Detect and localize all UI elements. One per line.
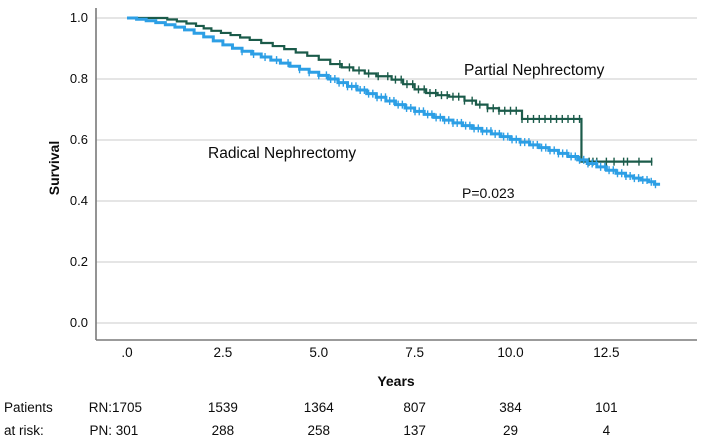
partial-nephrectomy-label: Partial Nephrectomy <box>464 62 605 79</box>
y-axis-title: Survival <box>46 140 62 196</box>
x-tick-label: 10.0 <box>497 345 524 360</box>
risk-count: 288 <box>211 423 235 438</box>
x-tick-label: .0 <box>121 345 133 360</box>
x-tick-label: 2.5 <box>213 345 233 360</box>
risk-count: 1705 <box>111 400 143 415</box>
risk-count: 137 <box>403 423 426 438</box>
risk-count: 1364 <box>303 400 334 415</box>
risk-count: 4 <box>602 423 611 438</box>
risk-row-label: PN: <box>89 423 112 438</box>
risk-count: 1539 <box>207 400 238 415</box>
risk-table-header-line2: at risk: <box>4 423 44 438</box>
y-tick-label: 0.8 <box>69 71 88 86</box>
risk-count: 29 <box>502 423 519 438</box>
risk-row-label: RN: <box>88 400 112 415</box>
x-tick-label: 5.0 <box>309 345 329 360</box>
risk-count: 101 <box>595 400 618 415</box>
y-tick-label: 1.0 <box>69 10 88 25</box>
y-tick-label: 0.6 <box>69 132 88 147</box>
x-axis-title: Years <box>377 373 415 389</box>
x-tick-label: 7.5 <box>405 345 425 360</box>
p-value-annotation: P=0.023 <box>462 185 515 201</box>
y-tick-label: 0.4 <box>69 193 88 208</box>
risk-count: 301 <box>115 423 139 438</box>
risk-count: 258 <box>307 423 331 438</box>
risk-table-header-line1: Patients <box>4 400 53 415</box>
risk-count: 807 <box>403 400 426 415</box>
risk-count: 384 <box>499 400 522 415</box>
radical-nephrectomy-label: Radical Nephrectomy <box>208 145 357 162</box>
y-tick-label: 0.0 <box>69 315 88 330</box>
x-tick-label: 12.5 <box>593 345 620 360</box>
y-tick-label: 0.2 <box>69 254 88 269</box>
